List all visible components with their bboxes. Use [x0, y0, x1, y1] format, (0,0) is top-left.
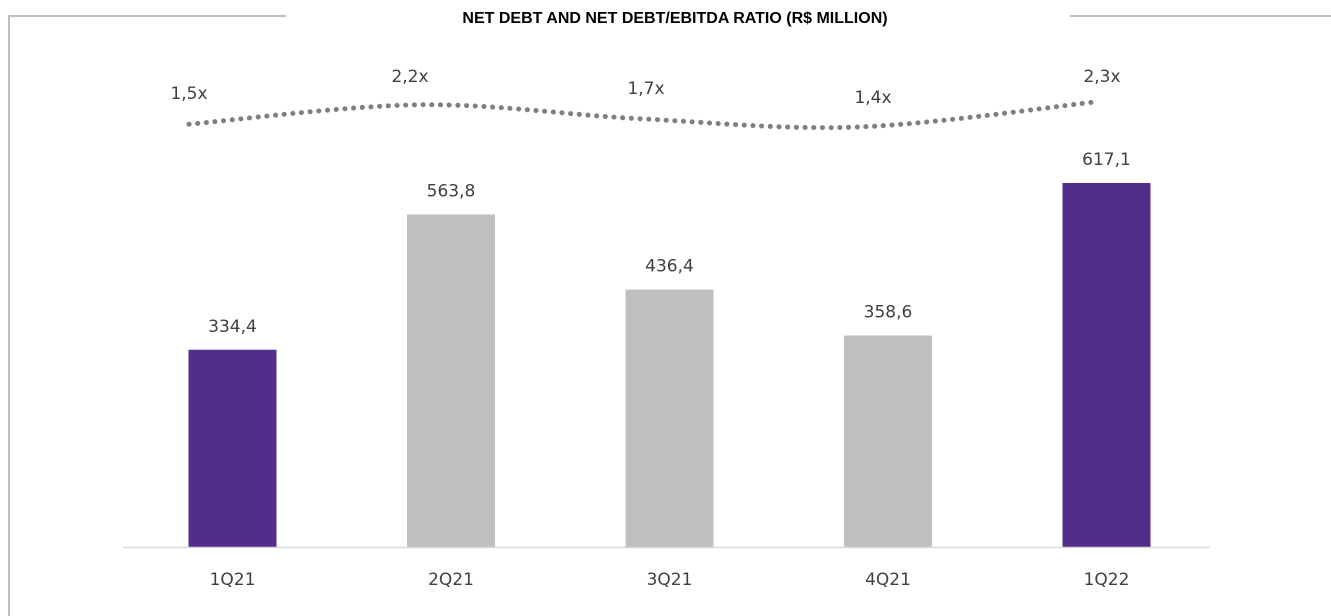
labels-group: 334,4 1Q21 563,8 2Q21 436,4 3Q21 358,6 4Q21 617,… [170, 67, 1130, 590]
bar-value-label: 563,8 [427, 181, 476, 201]
ratio-line-group [186, 99, 1098, 131]
ratio-label: 2,2x [391, 67, 428, 87]
bar-3q21 [625, 289, 714, 547]
x-tick-label: 3Q21 [647, 570, 693, 590]
bar-1q22 [1062, 183, 1151, 547]
bar-2q21 [407, 214, 495, 547]
frame-top-right [1070, 15, 1331, 17]
bar-1q21 [188, 349, 277, 547]
ratio-label: 2,3x [1083, 67, 1120, 87]
ratio-label: 1,4x [854, 88, 891, 108]
frame-top-left [8, 15, 286, 17]
bar-value-label: 436,4 [645, 257, 694, 277]
x-tick-label: 1Q22 [1084, 570, 1130, 590]
ratio-line [186, 99, 1098, 131]
bar-value-label: 334,4 [208, 317, 257, 337]
x-tick-label: 2Q21 [428, 570, 474, 590]
x-tick-label: 1Q21 [210, 570, 256, 590]
ratio-label: 1,5x [170, 84, 207, 104]
chart-title: NET DEBT AND NET DEBT/EBITDA RATIO (R$ M… [462, 10, 888, 27]
bar-value-label: 617,1 [1082, 150, 1131, 170]
ratio-label: 1,7x [627, 79, 664, 99]
bar-4q21 [844, 335, 932, 547]
bar-value-label: 358,6 [864, 302, 913, 322]
frame-left [8, 15, 10, 616]
x-tick-label: 4Q21 [865, 570, 911, 590]
bars-group [188, 183, 1151, 547]
